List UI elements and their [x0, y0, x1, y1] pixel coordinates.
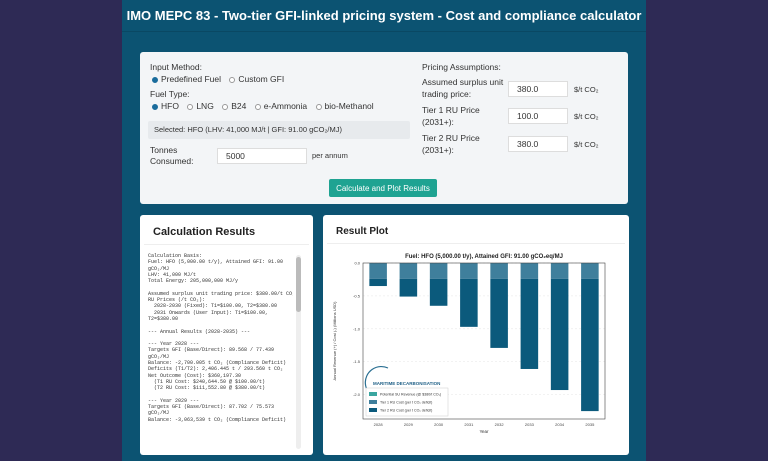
tonnes-input[interactable]	[217, 148, 307, 164]
x-tick-label: 2030	[434, 422, 444, 427]
bar-1-2028	[369, 263, 387, 279]
radio-icon[interactable]	[152, 103, 158, 110]
radio-bio-methanol[interactable]: bio-Methanol	[315, 101, 374, 111]
tier2-price-input[interactable]	[508, 136, 568, 152]
bar-1-2030	[429, 263, 448, 279]
tier1-price-label: Tier 1 RU Price (2031+):	[422, 105, 480, 127]
bar-2-2030	[429, 278, 448, 306]
x-tick-label: 2031	[464, 422, 474, 427]
bar-1-2034	[550, 263, 569, 279]
x-tick-label: 2029	[404, 422, 414, 427]
selected-fuel-info: Selected: HFO (LHV: 41,000 MJ/t | GFI: 9…	[148, 121, 410, 139]
legend-label: Potential SU Revenue (@ $380/t CO₂)	[380, 393, 441, 397]
radio-hfo[interactable]: HFO	[152, 101, 179, 111]
radio-e-ammonia[interactable]: e-Ammonia	[254, 101, 307, 111]
y-tick-label: -1.0	[353, 326, 361, 331]
bar-1-2029	[399, 263, 418, 279]
fuel-type-group: HFO LNG B24 e-Ammonia bio-Methanol	[152, 101, 380, 111]
tonnes-unit: per annum	[312, 151, 348, 160]
radio-custom-gfi[interactable]: Custom GFI	[229, 74, 284, 84]
surplus-price-input[interactable]	[508, 81, 568, 97]
fuel-type-label: Fuel Type:	[150, 89, 190, 99]
bar-1-2031	[460, 263, 478, 279]
results-title: Calculation Results	[144, 215, 309, 245]
bar-1-2035	[581, 263, 599, 279]
chart-title: Fuel: HFO (5,000.00 t/y), Attained GFI: …	[405, 254, 563, 260]
x-tick-label: 2032	[495, 422, 505, 427]
result-chart: Fuel: HFO (5,000.00 t/y), Attained GFI: …	[332, 254, 606, 434]
tier1-price-unit: $/t CO₂	[574, 112, 599, 121]
y-tick-label: -1.5	[353, 359, 361, 364]
pricing-title: Pricing Assumptions:	[422, 62, 501, 72]
input-method-group: Predefined Fuel Custom GFI	[152, 74, 290, 84]
results-scrollbar[interactable]	[296, 255, 301, 449]
radio-icon[interactable]	[229, 76, 236, 83]
input-method-label: Input Method:	[150, 62, 202, 72]
calculate-button[interactable]: Calculate and Plot Results	[329, 179, 437, 197]
bar-2-2029	[399, 278, 418, 297]
scrollbar-thumb[interactable]	[296, 257, 301, 312]
bar-2-2035	[581, 278, 599, 412]
surplus-price-label: Assumed surplus unit trading price:	[422, 77, 504, 99]
surplus-price-unit: $/t CO₂	[574, 85, 599, 94]
results-text: Calculation Basis: Fuel: HFO (5,000.00 t…	[148, 253, 293, 423]
x-tick-label: 2028	[374, 422, 384, 427]
radio-icon[interactable]	[254, 103, 261, 110]
legend-swatch	[369, 392, 377, 396]
radio-b24[interactable]: B24	[222, 101, 246, 111]
legend-label: Tier 2 RU Cost (per t CO₂ deficit)	[380, 409, 432, 413]
bar-1-2032	[490, 263, 508, 279]
bar-2-2034	[550, 278, 569, 391]
plot-frame	[362, 262, 606, 420]
bar-2-2028	[369, 278, 387, 287]
bar-1-2033	[520, 263, 539, 279]
results-card: Calculation Results Calculation Basis: F…	[140, 215, 313, 455]
legend-swatch	[369, 408, 377, 412]
radio-predefined-fuel[interactable]: Predefined Fuel	[152, 74, 221, 84]
bar-2-2032	[490, 278, 508, 348]
y-tick-label: -0.5	[353, 293, 361, 298]
tier2-price-label: Tier 2 RU Price (2031+):	[422, 133, 480, 155]
radio-icon[interactable]	[315, 103, 322, 110]
bar-2-2033	[520, 278, 539, 369]
app: IMO MEPC 83 - Two-tier GFI-linked pricin…	[122, 0, 646, 461]
y-tick-label: 0.0	[354, 261, 360, 266]
y-axis-label: Annual Revenue (+) / Cost (-) (Millions …	[332, 301, 337, 381]
tonnes-label: Tonnes Consumed:	[150, 145, 194, 166]
x-tick-label: 2033	[525, 422, 535, 427]
legend-label: Tier 1 RU Cost (per t CO₂ deficit)	[380, 401, 432, 405]
radio-icon[interactable]	[187, 103, 194, 110]
y-tick-label: -2.0	[353, 392, 361, 397]
legend-box	[365, 387, 449, 417]
logo-text: MARITIME DECARBONISATION	[373, 381, 440, 386]
radio-icon[interactable]	[222, 103, 229, 110]
legend-swatch	[369, 400, 377, 404]
tier2-price-unit: $/t CO₂	[574, 140, 599, 149]
x-tick-label: 2035	[585, 422, 595, 427]
input-card: Input Method: Predefined Fuel Custom GFI…	[140, 52, 628, 204]
radio-icon[interactable]	[152, 76, 158, 83]
plot-card: Result Plot Fuel: HFO (5,000.00 t/y), At…	[323, 215, 629, 455]
bar-2-2031	[460, 278, 478, 327]
x-axis-label: Year	[479, 429, 489, 434]
plot-title: Result Plot	[327, 215, 625, 244]
page-title: IMO MEPC 83 - Two-tier GFI-linked pricin…	[122, 0, 646, 32]
tier1-price-input[interactable]	[508, 108, 568, 124]
radio-lng[interactable]: LNG	[187, 101, 214, 111]
x-tick-label: 2034	[555, 422, 565, 427]
